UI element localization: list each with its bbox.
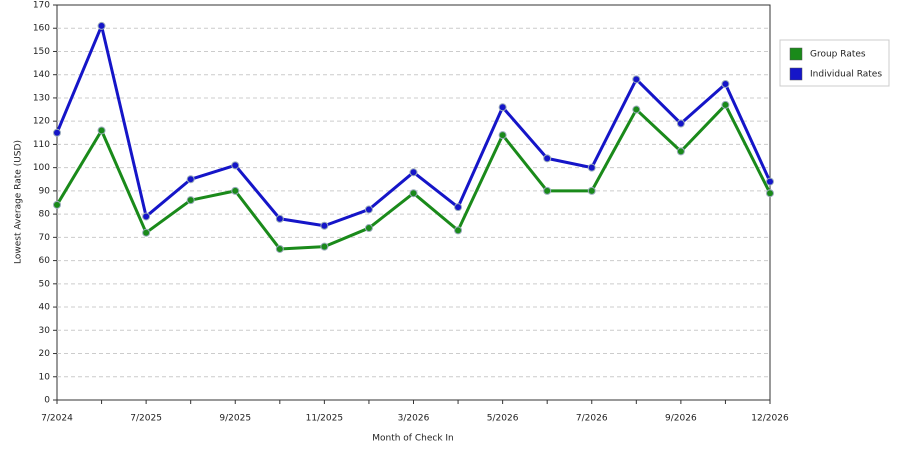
- point-marker: [142, 212, 151, 221]
- y-tick-label: 130: [33, 93, 50, 103]
- point-marker: [632, 75, 641, 84]
- point-marker: [587, 186, 596, 195]
- legend-label: Individual Rates: [810, 70, 882, 80]
- y-tick-label: 50: [39, 279, 51, 289]
- point-marker: [676, 119, 685, 128]
- x-tick-label: 5/2026: [487, 414, 519, 424]
- legend-swatch: [789, 47, 803, 61]
- point-marker: [364, 224, 373, 233]
- y-tick-label: 10: [39, 372, 51, 382]
- point-marker: [409, 189, 418, 198]
- point-marker: [231, 161, 240, 170]
- point-marker: [409, 168, 418, 177]
- y-tick-label: 60: [39, 256, 51, 266]
- point-marker: [676, 147, 685, 156]
- point-marker: [275, 214, 284, 223]
- y-axis-title: Lowest Average Rate (USD): [14, 140, 24, 264]
- y-tick-label: 90: [39, 186, 51, 196]
- point-marker: [543, 186, 552, 195]
- point-marker: [721, 80, 730, 88]
- y-tick-label: 70: [39, 233, 51, 243]
- point-marker: [53, 128, 61, 137]
- point-marker: [320, 221, 329, 230]
- point-marker: [142, 228, 151, 237]
- y-tick-label: 170: [33, 1, 50, 11]
- point-marker: [632, 105, 641, 114]
- point-marker: [320, 242, 329, 251]
- point-marker: [498, 131, 507, 140]
- y-tick-label: 80: [39, 210, 51, 220]
- point-marker: [186, 175, 195, 184]
- point-marker: [275, 244, 284, 253]
- x-tick-label: 12/2026: [751, 414, 789, 424]
- point-marker: [53, 200, 61, 209]
- y-tick-label: 0: [44, 396, 50, 406]
- point-marker: [766, 177, 774, 186]
- point-marker: [231, 186, 240, 195]
- point-marker: [543, 154, 552, 163]
- y-tick-label: 110: [33, 140, 50, 150]
- point-marker: [587, 163, 596, 172]
- y-tick-label: 30: [39, 326, 51, 336]
- point-marker: [454, 226, 463, 235]
- y-tick-label: 160: [33, 24, 50, 34]
- y-tick-label: 140: [33, 70, 50, 80]
- y-tick-label: 150: [33, 47, 50, 57]
- point-marker: [766, 189, 774, 198]
- point-marker: [186, 196, 195, 205]
- legend-swatch: [789, 67, 803, 81]
- point-marker: [498, 103, 507, 112]
- x-tick-label: 9/2026: [665, 414, 697, 424]
- y-tick-label: 100: [33, 163, 50, 173]
- x-tick-label: 9/2025: [219, 414, 251, 424]
- point-marker: [721, 100, 730, 109]
- point-marker: [454, 203, 463, 212]
- x-tick-label: 7/2025: [130, 414, 162, 424]
- y-tick-label: 120: [33, 117, 50, 127]
- plot-area: [56, 4, 771, 401]
- point-marker: [364, 205, 373, 214]
- y-tick-label: 20: [39, 349, 51, 359]
- x-tick-label: 11/2025: [306, 414, 343, 424]
- y-tick-label: 40: [39, 303, 51, 313]
- x-tick-label: 3/2026: [398, 414, 430, 424]
- point-marker: [97, 126, 106, 135]
- point-marker: [97, 21, 106, 30]
- x-axis-title: Month of Check In: [372, 434, 454, 444]
- x-tick-label: 7/2024: [41, 414, 73, 424]
- x-tick-label: 7/2026: [576, 414, 608, 424]
- legend-label: Group Rates: [810, 50, 866, 60]
